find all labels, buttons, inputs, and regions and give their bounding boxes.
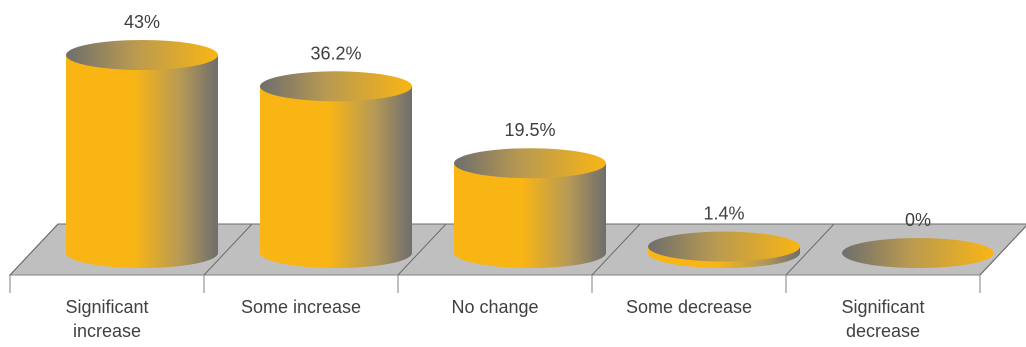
cylinder-bar	[66, 40, 218, 268]
cylinder-top	[842, 238, 994, 268]
data-label: 1.4%	[703, 204, 744, 224]
floor-divider	[979, 225, 1026, 276]
category-tick-label: Significant	[65, 297, 148, 317]
cylinder-top	[454, 148, 606, 179]
cylinder-top	[648, 231, 800, 262]
bars	[66, 40, 994, 268]
cylinder-bar	[842, 238, 994, 268]
cylinder-bar	[454, 148, 606, 268]
floor-divider	[591, 223, 641, 276]
category-tick-label: Some increase	[241, 297, 361, 317]
floor-divider	[397, 223, 447, 276]
labels: 43% Significant increase 36.2% Some increase…	[65, 12, 931, 341]
cylinder-top	[66, 40, 218, 70]
cylinder-bar	[648, 231, 800, 268]
category-tick-label: Significant	[841, 297, 924, 317]
data-label: 19.5%	[504, 120, 555, 140]
cylinder-bar	[260, 71, 412, 268]
cylinder-top	[260, 71, 412, 102]
category-axis	[9, 223, 1026, 293]
category-tick-label: decrease	[846, 321, 920, 341]
data-label: 0%	[905, 210, 931, 230]
floor-divider	[203, 223, 253, 276]
category-tick-label: No change	[451, 297, 538, 317]
floor-divider	[9, 223, 59, 276]
cylinder-body	[454, 163, 606, 268]
cylinder-body	[66, 55, 218, 268]
cylinder-body	[260, 86, 412, 268]
category-tick-label: Some decrease	[626, 297, 752, 317]
category-tick-label: increase	[73, 321, 141, 341]
data-label: 43%	[124, 12, 160, 32]
floor-divider	[785, 223, 835, 276]
data-label: 36.2%	[310, 43, 361, 63]
